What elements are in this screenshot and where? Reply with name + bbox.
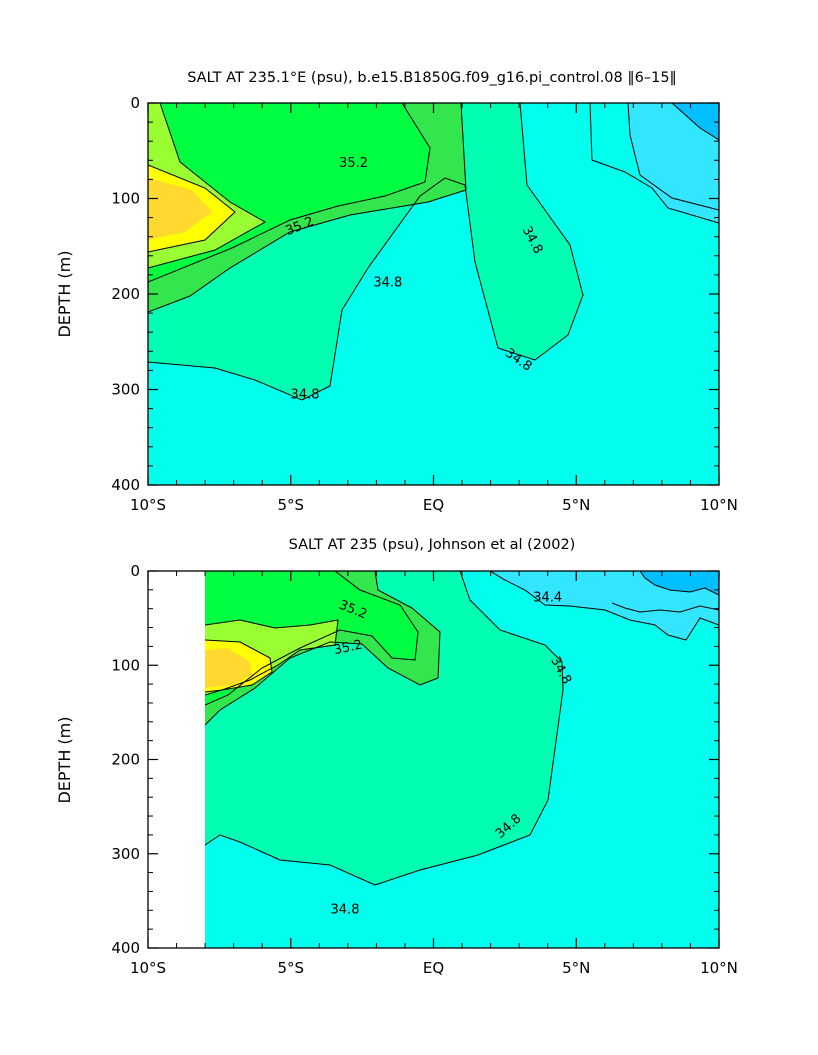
contour-label: 34.8 (291, 387, 320, 402)
contour-line (205, 619, 339, 696)
chart-title-top: SALT AT 235.1°E (psu), b.e15.B1850G.f09_… (187, 70, 677, 86)
x-tick-label: EQ (423, 959, 444, 977)
contour-line (205, 571, 441, 726)
x-tick-label: 5°N (562, 496, 590, 514)
y-tick-label: 100 (111, 656, 140, 674)
x-tick-label: 10°S (130, 496, 166, 514)
fill-band (490, 571, 719, 640)
x-tick-label: 5°N (562, 959, 590, 977)
y-tick-label: 300 (111, 381, 140, 399)
x-tick-label: 5°S (277, 496, 304, 514)
contour-line (148, 164, 236, 253)
axis-tick-labels-top: 10°S 5°S EQ 5°N 10°N 0 100 200 300 400 (111, 94, 738, 514)
axis-tick-labels-bottom: 10°S 5°S EQ 5°N 10°N 0 100 200 300 400 (111, 562, 738, 977)
y-tick-label: 0 (130, 94, 140, 112)
fill-band (205, 648, 252, 688)
contour-line (148, 103, 267, 269)
axis-ticks-top (147, 102, 720, 486)
fill-band (672, 103, 719, 140)
contour-label: 34.8 (331, 902, 360, 917)
contour-line (148, 103, 467, 313)
y-tick-label: 200 (111, 751, 140, 769)
contour-fill-top (148, 103, 719, 485)
fill-band (640, 571, 719, 595)
contour-line (148, 103, 431, 283)
contour-line (205, 571, 419, 706)
axis-ticks-bottom (147, 570, 720, 949)
contour-label: 34.8 (373, 276, 402, 291)
y-tick-label: 300 (111, 845, 140, 863)
contour-line (489, 571, 719, 641)
contour-lines-top (148, 103, 719, 401)
y-axis-label-bottom: DEPTH (m) (55, 716, 74, 803)
y-tick-label: 400 (111, 939, 140, 957)
x-tick-label: 5°S (277, 959, 304, 977)
contour-line (671, 103, 719, 141)
y-tick-label: 0 (130, 562, 140, 580)
contour-fill-bottom (205, 571, 719, 948)
contour-line (205, 571, 564, 886)
y-tick-label: 400 (111, 476, 140, 494)
contour-line (589, 103, 719, 224)
contour-line (148, 103, 584, 401)
x-tick-label: 10°N (700, 959, 738, 977)
contour-label: 35.2 (339, 156, 368, 171)
contour-line (639, 571, 719, 596)
x-tick-label: 10°N (700, 496, 738, 514)
contour-line (205, 639, 273, 693)
fill-band (628, 103, 719, 223)
fill-band (148, 178, 212, 240)
contour-lines-bottom (205, 571, 719, 886)
y-tick-label: 200 (111, 285, 140, 303)
x-tick-label: EQ (423, 496, 444, 514)
x-tick-label: 10°S (130, 959, 166, 977)
contour-label: 34.4 (533, 590, 562, 605)
y-axis-label-top: DEPTH (m) (55, 250, 74, 337)
contour-line (627, 103, 719, 211)
chart-title-bottom: SALT AT 235 (psu), Johnson et al (2002) (289, 537, 576, 553)
y-tick-label: 100 (111, 190, 140, 208)
contour-line (611, 602, 719, 613)
contour-label: 35.2 (332, 638, 363, 659)
